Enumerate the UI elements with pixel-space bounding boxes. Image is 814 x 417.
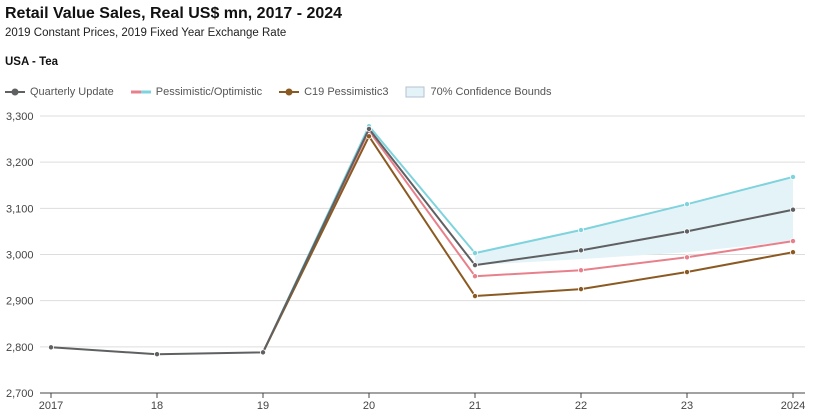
chart-subtitle: 2019 Constant Prices, 2019 Fixed Year Ex… (5, 27, 287, 39)
data-point-pessimistic (578, 267, 585, 274)
market-label: USA - Tea (5, 56, 59, 68)
legend-label-quarterly-update: Quarterly Update (30, 86, 114, 98)
chart-legend: Quarterly Update Pessimistic/Optimistic … (5, 84, 569, 100)
data-point-c19-pessimistic3 (684, 269, 691, 276)
data-point-pessimistic (790, 238, 797, 245)
data-point-quarterly-update (578, 247, 585, 254)
data-point-quarterly-update (471, 262, 478, 269)
x-tick-label: 18 (151, 400, 163, 412)
x-tick-label: 22 (575, 400, 587, 412)
chart-title: Retail Value Sales, Real US$ mn, 2017 - … (5, 5, 343, 22)
legend-item-quarterly-update[interactable]: Quarterly Update (5, 86, 114, 98)
legend-label-c19-pessimistic3: C19 Pessimistic3 (304, 86, 389, 98)
data-point-quarterly-update (153, 351, 160, 358)
x-tick-label: 21 (469, 400, 481, 412)
data-point-c19-pessimistic3 (578, 286, 585, 293)
y-tick-label: 3,100 (6, 203, 34, 215)
data-point-quarterly-update (790, 206, 797, 213)
data-point-quarterly-update (365, 125, 372, 132)
confidence-band (475, 176, 793, 266)
data-point-c19-pessimistic3 (790, 249, 797, 256)
legend-item-confidence-bounds[interactable]: 70% Confidence Bounds (405, 86, 552, 98)
data-point-optimistic (790, 173, 797, 180)
legend-line-marker-icon (5, 86, 25, 98)
y-tick-label: 2,800 (6, 342, 34, 354)
x-tick-label: 23 (681, 400, 693, 412)
data-point-optimistic (684, 201, 691, 208)
y-tick-label: 2,700 (6, 388, 34, 400)
legend-label-pessimistic-optimistic: Pessimistic/Optimistic (155, 86, 263, 98)
data-point-c19-pessimistic3 (471, 293, 478, 300)
data-point-optimistic (578, 227, 585, 234)
legend-label-confidence-bounds: 70% Confidence Bounds (430, 86, 552, 98)
data-point-pessimistic (471, 273, 478, 280)
y-tick-label: 3,200 (6, 157, 34, 169)
series-line-quarterly-update (50, 127, 794, 356)
y-tick-label: 3,300 (6, 111, 34, 123)
x-tick-label: 2024 (781, 400, 805, 412)
y-tick-label: 2,900 (6, 296, 34, 308)
legend-line-marker-icon (279, 86, 300, 98)
series-line-c19-pessimistic3 (262, 135, 794, 353)
legend-item-c19-pessimistic3[interactable]: C19 Pessimistic3 (279, 86, 388, 98)
data-point-quarterly-update (48, 344, 55, 351)
legend-box-icon (405, 86, 425, 98)
x-tick-label: 20 (363, 400, 375, 412)
data-point-quarterly-update (684, 228, 691, 235)
data-point-quarterly-update (259, 349, 266, 356)
legend-item-pessimistic-optimistic[interactable]: Pessimistic/Optimistic (130, 86, 263, 98)
x-tick-label: 2017 (39, 400, 63, 412)
legend-dual-line-icon (130, 86, 151, 98)
data-point-pessimistic (684, 254, 691, 261)
data-point-optimistic (471, 250, 478, 257)
y-tick-label: 3,000 (6, 250, 34, 262)
x-tick-label: 19 (257, 400, 269, 412)
